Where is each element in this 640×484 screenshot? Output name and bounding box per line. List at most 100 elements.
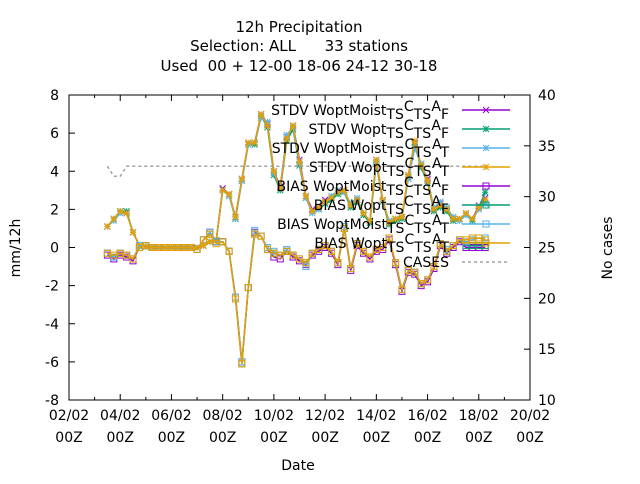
data-point [238, 360, 246, 368]
y2-tick-label: 20 [538, 291, 556, 307]
data-point [340, 186, 348, 194]
data-point [251, 139, 259, 147]
data-point [347, 264, 355, 272]
y2-tick-label: 35 [538, 139, 556, 155]
data-point [193, 244, 201, 251]
legend-entry: STDV WoptMoistTSCTSAF [271, 99, 510, 123]
legend-label: BIAS WoptTSCTSAF [314, 194, 449, 218]
data-point [481, 200, 489, 208]
data-point [276, 185, 284, 192]
legend-entry: BIAS WoptTSCTSAT [314, 232, 510, 256]
x-tick-label-hour: 00Z [107, 430, 134, 446]
data-point [366, 217, 374, 225]
legend-marker [482, 201, 490, 209]
data-point [244, 139, 252, 147]
data-point [289, 251, 297, 259]
plot-frame [68, 94, 531, 401]
legend-label: STDV WoptTSCTSAF [308, 118, 449, 142]
legend-entry: CASES [403, 255, 510, 271]
data-point [353, 240, 361, 248]
data-point [481, 196, 489, 204]
data-point [296, 158, 303, 166]
data-point [264, 118, 271, 126]
data-point [411, 137, 419, 145]
legend-label: BIAS WoptMoistTSCTSAF [276, 175, 449, 199]
data-point [270, 167, 278, 175]
data-point [424, 276, 432, 284]
data-point [200, 242, 207, 249]
legend-entry: BIAS WoptTSCTSAF [314, 194, 510, 218]
legend-entry: STDV WoptTSCTSAF [308, 118, 510, 142]
x-tick-label: 10/02 [254, 408, 294, 424]
data-point [366, 253, 374, 261]
data-point [206, 230, 214, 238]
data-point [276, 251, 284, 259]
x-axis-label: Date [281, 458, 314, 474]
legend-label: BIAS WoptMoistTSCTSAT [277, 213, 449, 237]
data-point [219, 238, 227, 246]
data-point [212, 236, 220, 244]
data-point [462, 209, 470, 217]
x-tick-label: 16/02 [407, 408, 447, 424]
series-7 [103, 224, 489, 368]
data-point [475, 204, 483, 211]
data-point [398, 285, 406, 293]
y-tick-label: 0 [50, 241, 59, 257]
y-tick-label: 2 [50, 202, 59, 218]
data-point [225, 190, 233, 198]
data-point [315, 204, 323, 211]
legend-marker [482, 163, 490, 171]
data-point [392, 215, 399, 223]
series-layer [103, 110, 489, 368]
data-point [315, 245, 323, 253]
data-point [123, 251, 131, 259]
data-point [392, 259, 400, 267]
series-line [106, 165, 486, 178]
legend-marker [482, 182, 490, 190]
x-tick-label-hour: 00Z [311, 430, 338, 446]
data-point [360, 209, 367, 217]
data-point [456, 215, 463, 223]
data-point [123, 209, 130, 217]
data-point [251, 226, 259, 234]
data-point [360, 247, 368, 255]
x-tick-label-hour: 00Z [209, 430, 236, 446]
legend-marker [482, 239, 490, 247]
x-tick-label-hour: 00Z [516, 430, 543, 446]
data-point [244, 284, 252, 292]
data-point [424, 177, 431, 185]
legend-entry: BIAS WoptMoistTSCTSAT [277, 213, 510, 237]
data-point [353, 196, 361, 204]
legend-label: STDV WoptMoistTSCTSAF [271, 99, 449, 123]
x-tick-label-hour: 00Z [260, 430, 287, 446]
data-point [411, 145, 419, 152]
data-point [232, 213, 239, 221]
data-point [372, 156, 380, 164]
data-point [379, 244, 387, 251]
x-tick-label: 08/02 [202, 408, 242, 424]
y2-tick-label: 40 [538, 88, 556, 104]
data-point [116, 207, 124, 215]
data-point [199, 236, 207, 244]
chart-title-line-3: Used 00 + 12-00 18-06 24-12 30-18 [161, 57, 438, 75]
legend-label: CASES [403, 255, 449, 271]
data-point [334, 259, 342, 267]
data-point [129, 255, 137, 263]
data-point [437, 198, 444, 206]
x-tick-label-hour: 00Z [414, 430, 441, 446]
series-8 [106, 165, 486, 178]
legend-marker [482, 220, 490, 228]
y2-tick-label: 15 [538, 342, 556, 358]
data-point [430, 263, 438, 271]
data-point [308, 249, 316, 257]
y2-axis-label: No cases [600, 217, 616, 280]
data-point [398, 213, 406, 221]
x-tick-label: 20/02 [510, 408, 550, 424]
data-point [430, 206, 438, 213]
y-tick-label: 6 [50, 126, 59, 142]
data-point [449, 242, 457, 250]
data-point [379, 196, 387, 204]
y-tick-label: -2 [45, 279, 59, 295]
legend-entry: STDV WoptTSCTSAT [309, 156, 510, 180]
